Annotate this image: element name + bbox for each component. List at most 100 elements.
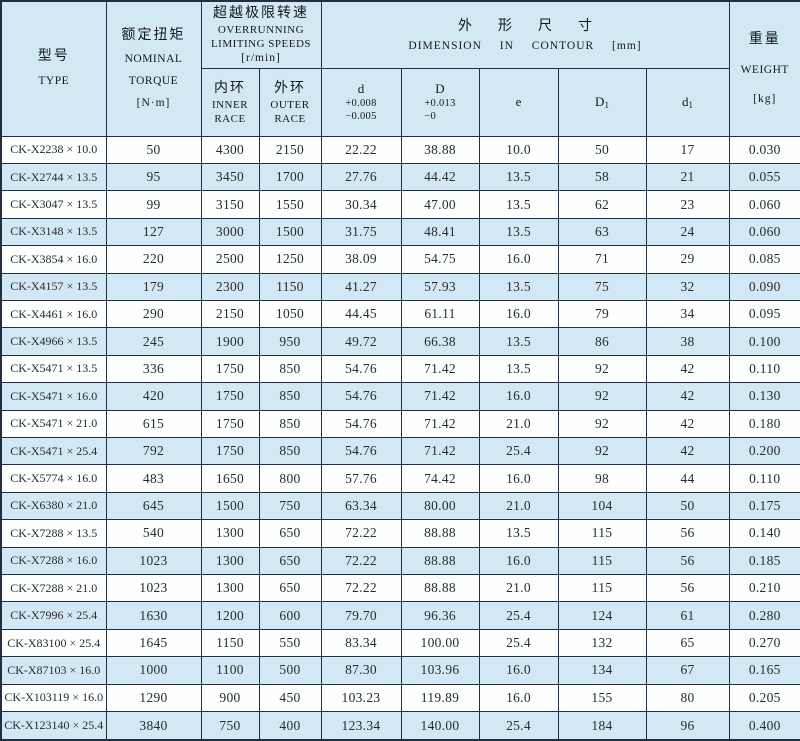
cell-inner-race: 1650	[200, 464, 260, 493]
cell-d: 49.72	[320, 327, 402, 356]
cell-d1: 42	[645, 409, 730, 438]
cell-D1: 98	[557, 464, 647, 493]
cell-D1: 86	[557, 327, 647, 356]
table-row: CK-X5471 × 21.0 615 1750 850 54.76 71.42 21.0 9…	[0, 409, 800, 438]
D-tolerance-upper: +0.013	[424, 98, 456, 109]
cell-type: CK-X3148 × 13.5	[0, 217, 107, 247]
cell-D1: 62	[557, 190, 647, 219]
cell-d1: 17	[645, 135, 730, 164]
cell-outer-race: 800	[258, 464, 322, 493]
cell-d1: 61	[645, 601, 730, 630]
cell-inner-race: 3000	[200, 217, 260, 247]
cell-e: 13.5	[478, 190, 559, 219]
cell-outer-race: 400	[258, 711, 322, 741]
cell-D: 38.88	[400, 135, 480, 164]
type-label-en: TYPE	[38, 74, 70, 87]
table-row: CK-X2744 × 13.5 95 3450 1700 27.76 44.42 13.5 5…	[0, 162, 800, 192]
col-header-outer-race: 外环 OUTER RACE	[258, 67, 322, 137]
cell-inner-race: 1750	[200, 436, 260, 466]
cell-d: 38.09	[320, 245, 402, 274]
cell-type: CK-X2744 × 13.5	[0, 162, 107, 192]
cell-torque: 1000	[105, 656, 202, 685]
cell-D1: 75	[557, 272, 647, 301]
cell-D1: 50	[557, 135, 647, 164]
cell-outer-race: 850	[258, 382, 322, 411]
col-header-D: D +0.013 −0	[400, 67, 480, 137]
cell-outer-race: 1500	[258, 217, 322, 247]
cell-d1: 65	[645, 628, 730, 658]
cell-weight: 0.175	[728, 491, 800, 521]
cell-e: 16.0	[478, 299, 559, 329]
speeds-label-en1: OVERRUNNING	[217, 23, 305, 36]
d-tolerance-upper: +0.008	[345, 98, 377, 109]
cell-weight: 0.270	[728, 628, 800, 658]
cell-D: 100.00	[400, 628, 480, 658]
cell-type: CK-X5471 × 21.0	[0, 409, 107, 438]
inner-race-en1: INNER	[211, 98, 249, 111]
cell-type: CK-X4461 × 16.0	[0, 299, 107, 329]
cell-e: 21.0	[478, 409, 559, 438]
col-header-type: 型号 TYPE	[0, 0, 107, 137]
cell-type: CK-X2238 × 10.0	[0, 135, 107, 164]
cell-weight: 0.280	[728, 601, 800, 630]
table-body: CK-X2238 × 10.0 50 4300 2150 22.22 38.88 10.0 5…	[0, 135, 800, 741]
cell-weight: 0.200	[728, 436, 800, 466]
table-row: CK-X4157 × 13.5 179 2300 1150 41.27 57.93 13.5…	[0, 272, 800, 301]
cell-e: 16.0	[478, 656, 559, 685]
table-row: CK-X7288 × 21.0 1023 1300 650 72.22 88.88 21.0…	[0, 573, 800, 603]
table-row: CK-X4461 × 16.0 290 2150 1050 44.45 61.11 16.0…	[0, 299, 800, 329]
table-row: CK-X2238 × 10.0 50 4300 2150 22.22 38.88 10.0 5…	[0, 135, 800, 164]
cell-D: 71.42	[400, 354, 480, 384]
cell-D1: 92	[557, 436, 647, 466]
table-header: 型号 TYPE 额定扭矩 NOMINAL TORQUE [N·m] 超越极限转速…	[0, 0, 800, 137]
cell-d: 72.22	[320, 573, 402, 603]
cell-D1: 58	[557, 162, 647, 192]
cell-torque: 1630	[105, 601, 202, 630]
col-header-torque: 额定扭矩 NOMINAL TORQUE [N·m]	[105, 0, 202, 137]
cell-d: 123.34	[320, 711, 402, 741]
cell-e: 13.5	[478, 354, 559, 384]
cell-outer-race: 650	[258, 519, 322, 548]
cell-type: CK-X5471 × 25.4	[0, 436, 107, 466]
cell-d1: 42	[645, 354, 730, 384]
cell-inner-race: 3450	[200, 162, 260, 192]
type-label-zh: 型号	[37, 48, 70, 64]
cell-weight: 0.185	[728, 546, 800, 576]
cell-weight: 0.165	[728, 656, 800, 685]
cell-D: 57.93	[400, 272, 480, 301]
cell-outer-race: 550	[258, 628, 322, 658]
cell-weight: 0.180	[728, 409, 800, 438]
cell-D: 71.42	[400, 382, 480, 411]
cell-type: CK-X7288 × 16.0	[0, 546, 107, 576]
cell-d1: 67	[645, 656, 730, 685]
cell-D1: 155	[557, 683, 647, 713]
cell-d: 54.76	[320, 409, 402, 438]
cell-d: 57.76	[320, 464, 402, 493]
cell-D: 140.00	[400, 711, 480, 741]
cell-e: 10.0	[478, 135, 559, 164]
cell-d: 63.34	[320, 491, 402, 521]
cell-inner-race: 1200	[200, 601, 260, 630]
cell-torque: 792	[105, 436, 202, 466]
cell-e: 25.4	[478, 601, 559, 630]
cell-type: CK-X83100 × 25.4	[0, 628, 107, 658]
cell-outer-race: 750	[258, 491, 322, 521]
cell-D1: 92	[557, 354, 647, 384]
cell-torque: 220	[105, 245, 202, 274]
cell-outer-race: 1050	[258, 299, 322, 329]
cell-type: CK-X123140 × 25.4	[0, 711, 107, 741]
cell-e: 16.0	[478, 464, 559, 493]
cell-D1: 92	[557, 409, 647, 438]
cell-e: 21.0	[478, 573, 559, 603]
inner-race-en2: RACE	[214, 112, 246, 125]
cell-inner-race: 2150	[200, 299, 260, 329]
cell-torque: 245	[105, 327, 202, 356]
table-row: CK-X7288 × 13.5 540 1300 650 72.22 88.88 13.5 1…	[0, 519, 800, 548]
cell-d: 103.23	[320, 683, 402, 713]
cell-inner-race: 1900	[200, 327, 260, 356]
cell-d: 41.27	[320, 272, 402, 301]
cell-weight: 0.030	[728, 135, 800, 164]
table-row: CK-X5471 × 25.4 792 1750 850 54.76 71.42 25.4 9…	[0, 436, 800, 466]
speeds-label-en2: LIMITING SPEEDS	[210, 37, 312, 50]
cell-D: 48.41	[400, 217, 480, 247]
